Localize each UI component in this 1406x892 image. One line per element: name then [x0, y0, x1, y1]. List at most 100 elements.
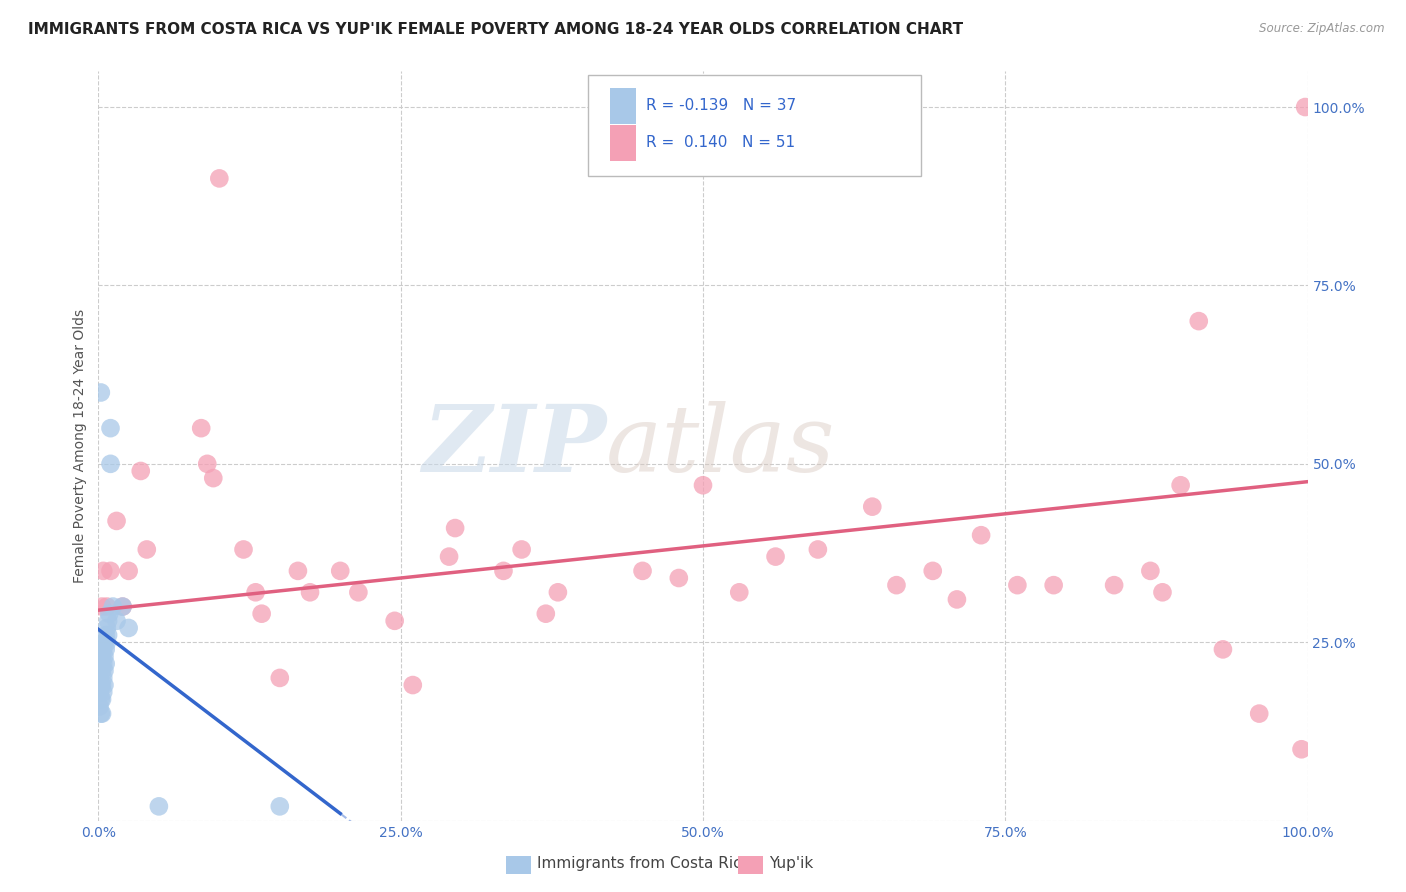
Point: [190, 421, 212, 435]
Point: [692, 478, 714, 492]
Point: [111, 599, 134, 614]
Point: [1188, 314, 1211, 328]
Point: [1170, 478, 1192, 492]
Point: [94, 642, 117, 657]
Point: [94, 657, 117, 671]
Point: [101, 599, 124, 614]
Point: [118, 564, 141, 578]
Point: [437, 549, 460, 564]
Point: [91, 642, 114, 657]
Point: [402, 678, 425, 692]
Point: [100, 421, 122, 435]
Point: [860, 500, 883, 514]
Point: [1249, 706, 1271, 721]
Point: [89, 671, 111, 685]
Point: [1007, 578, 1029, 592]
Point: [245, 585, 267, 599]
Point: [90, 385, 112, 400]
Point: [96, 635, 118, 649]
Point: [1102, 578, 1125, 592]
Point: [135, 542, 157, 557]
Point: [202, 471, 225, 485]
Point: [89, 699, 111, 714]
Point: [232, 542, 254, 557]
Point: [631, 564, 654, 578]
Point: [100, 564, 122, 578]
Point: [129, 464, 152, 478]
Text: atlas: atlas: [606, 401, 835, 491]
Text: R =  0.140   N = 51: R = 0.140 N = 51: [647, 135, 796, 150]
Point: [269, 671, 291, 685]
Point: [547, 585, 569, 599]
Point: [93, 635, 115, 649]
Point: [444, 521, 467, 535]
Point: [90, 657, 112, 671]
Point: [118, 621, 141, 635]
Point: [269, 799, 291, 814]
Point: [807, 542, 830, 557]
Point: [492, 564, 515, 578]
Point: [90, 678, 112, 692]
Text: ZIP: ZIP: [422, 401, 606, 491]
Point: [195, 457, 218, 471]
Point: [105, 614, 128, 628]
Point: [91, 564, 114, 578]
Point: [89, 685, 111, 699]
Y-axis label: Female Poverty Among 18-24 Year Olds: Female Poverty Among 18-24 Year Olds: [73, 309, 87, 583]
Point: [93, 678, 115, 692]
Point: [90, 692, 112, 706]
Point: [148, 799, 170, 814]
Point: [886, 578, 908, 592]
Point: [946, 592, 969, 607]
Point: [970, 528, 993, 542]
Point: [96, 621, 118, 635]
Point: [91, 657, 114, 671]
Point: [1212, 642, 1234, 657]
Point: [90, 706, 112, 721]
Point: [91, 664, 114, 678]
Point: [1152, 585, 1174, 599]
Point: [1139, 564, 1161, 578]
Point: [98, 607, 121, 621]
Text: Yup'ik: Yup'ik: [769, 856, 813, 871]
Point: [287, 564, 309, 578]
Point: [384, 614, 406, 628]
Point: [765, 549, 787, 564]
Point: [1294, 100, 1316, 114]
Point: [96, 599, 118, 614]
Point: [329, 564, 352, 578]
Point: [347, 585, 370, 599]
Point: [91, 671, 114, 685]
Point: [91, 692, 114, 706]
Point: [91, 599, 114, 614]
Point: [1042, 578, 1064, 592]
Point: [97, 614, 120, 628]
Point: [208, 171, 231, 186]
Text: Source: ZipAtlas.com: Source: ZipAtlas.com: [1260, 22, 1385, 36]
Point: [1291, 742, 1313, 756]
Point: [299, 585, 322, 599]
Point: [100, 457, 122, 471]
Text: Immigrants from Costa Rica: Immigrants from Costa Rica: [537, 856, 751, 871]
Point: [250, 607, 273, 621]
Point: [91, 678, 114, 692]
Point: [105, 514, 128, 528]
Bar: [610, 125, 637, 161]
Text: IMMIGRANTS FROM COSTA RICA VS YUP'IK FEMALE POVERTY AMONG 18-24 YEAR OLDS CORREL: IMMIGRANTS FROM COSTA RICA VS YUP'IK FEM…: [28, 22, 963, 37]
Point: [921, 564, 943, 578]
Text: R = -0.139   N = 37: R = -0.139 N = 37: [647, 97, 796, 112]
Point: [91, 706, 114, 721]
Point: [728, 585, 751, 599]
Point: [111, 599, 134, 614]
Point: [93, 649, 115, 664]
Bar: [610, 87, 637, 124]
Point: [534, 607, 557, 621]
Point: [97, 628, 120, 642]
Point: [91, 649, 114, 664]
Point: [91, 685, 114, 699]
Point: [668, 571, 690, 585]
FancyBboxPatch shape: [588, 75, 921, 177]
Point: [93, 664, 115, 678]
Point: [510, 542, 533, 557]
Point: [94, 628, 117, 642]
